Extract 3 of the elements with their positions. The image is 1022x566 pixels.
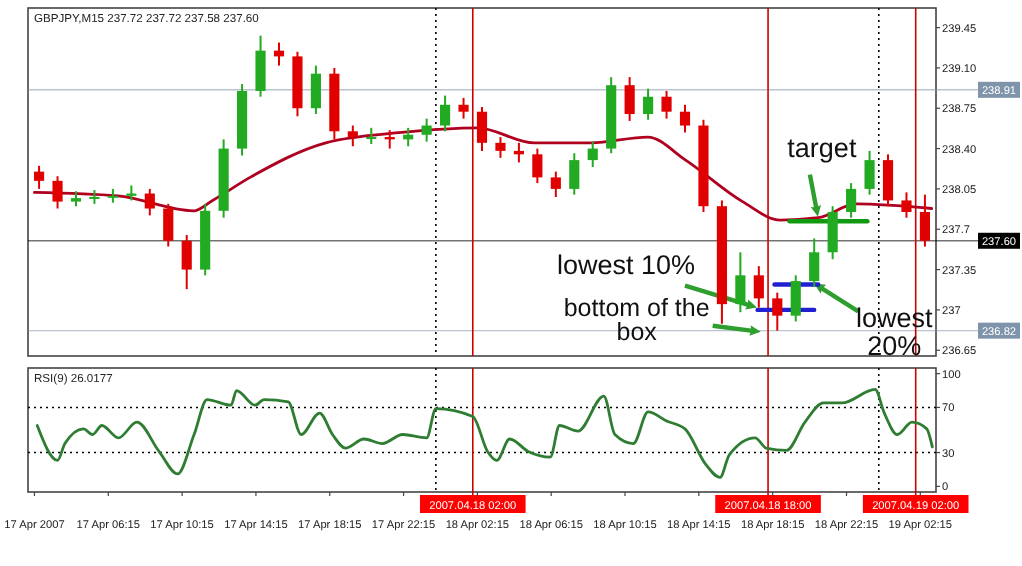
annotation: target: [787, 132, 857, 163]
annotation: lowest 10%: [556, 249, 696, 280]
annotation: bottom of the box: [563, 293, 710, 346]
